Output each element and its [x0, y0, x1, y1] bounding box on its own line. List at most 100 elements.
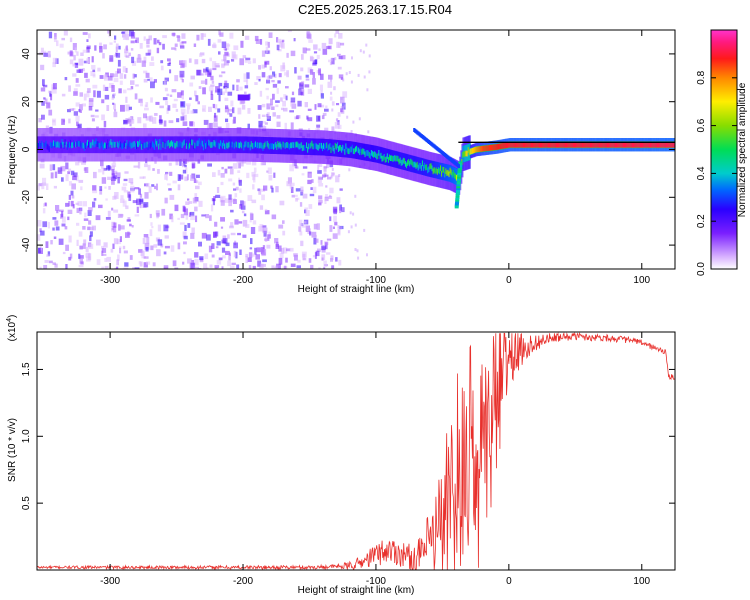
noise-speckle	[205, 67, 209, 72]
noise-speckle	[319, 84, 323, 91]
noise-speckle	[331, 126, 335, 132]
noise-speckle	[323, 260, 327, 268]
noise-speckle	[37, 185, 40, 191]
noise-speckle	[159, 105, 164, 109]
noise-speckle	[65, 202, 70, 207]
noise-speckle	[61, 37, 65, 41]
noise-speckle	[85, 78, 90, 83]
noise-speckle	[62, 251, 66, 255]
y-tick-label: 1.5	[21, 362, 32, 376]
noise-speckle	[323, 267, 326, 269]
noise-speckle	[312, 255, 315, 258]
noise-speckle	[256, 76, 261, 81]
noise-speckle	[94, 115, 99, 118]
noise-speckle	[163, 265, 169, 269]
noise-speckle	[51, 87, 57, 94]
noise-speckle	[194, 193, 198, 198]
noise-speckle	[159, 115, 162, 121]
x-tick-label: -200	[233, 275, 253, 286]
noise-speckle	[115, 52, 121, 58]
noise-speckle	[350, 130, 353, 133]
noise-speckle	[278, 224, 284, 229]
bottom-panel: -300 -200 -100 0 100 0.5 1.0 1.5 Height of str…	[6, 315, 676, 596]
noise-speckle	[224, 80, 228, 87]
noise-speckle	[131, 56, 135, 64]
noise-speckle	[260, 39, 263, 45]
ridge-core	[124, 141, 127, 147]
ridge-core	[183, 139, 186, 146]
noise-speckle	[180, 45, 185, 49]
noise-speckle	[337, 112, 341, 117]
noise-speckle	[68, 85, 71, 92]
noise-speckle	[102, 167, 105, 175]
noise-speckle	[164, 87, 168, 92]
noise-speckle	[238, 180, 242, 183]
noise-speckle	[168, 162, 172, 166]
noise-speckle	[61, 223, 66, 227]
ridge-tail	[455, 197, 460, 201]
noise-speckle	[143, 70, 148, 74]
noise-speckle	[287, 30, 292, 33]
noise-speckle	[63, 30, 68, 36]
noise-speckle	[179, 42, 184, 47]
noise-speckle	[112, 93, 116, 96]
noise-speckle	[228, 178, 233, 182]
noise-speckle	[113, 238, 119, 245]
ridge-core	[526, 141, 529, 148]
noise-speckle	[276, 241, 279, 247]
noise-speckle	[230, 209, 234, 213]
noise-speckle	[37, 220, 42, 227]
noise-speckle	[261, 225, 267, 228]
noise-speckle	[255, 39, 261, 44]
noise-speckle	[302, 47, 307, 54]
noise-speckle	[72, 73, 77, 77]
noise-speckle	[95, 215, 101, 221]
noise-speckle	[111, 173, 116, 178]
y-tick-label: 1.0	[21, 429, 32, 443]
noise-speckle	[293, 38, 296, 42]
noise-speckle	[141, 60, 146, 67]
noise-speckle	[88, 33, 91, 39]
noise-speckle	[254, 82, 258, 85]
noise-speckle	[321, 257, 324, 261]
noise-speckle	[236, 79, 240, 83]
noise-speckle	[129, 255, 133, 260]
noise-speckle	[171, 89, 177, 93]
noise-speckle	[194, 266, 199, 269]
noise-speckle	[82, 226, 86, 230]
noise-speckle	[111, 96, 114, 100]
noise-speckle	[128, 178, 134, 183]
noise-speckle	[298, 226, 302, 232]
noise-speckle	[43, 265, 48, 269]
noise-speckle	[122, 245, 126, 250]
noise-speckle	[331, 101, 335, 106]
noise-speckle	[240, 200, 244, 206]
noise-speckle	[209, 57, 212, 62]
noise-speckle	[286, 181, 291, 187]
noise-speckle	[318, 199, 323, 204]
noise-speckle	[194, 252, 199, 258]
noise-speckle	[210, 84, 215, 87]
noise-speckle	[234, 219, 239, 225]
noise-speckle	[107, 30, 110, 34]
noise-speckle	[106, 105, 110, 111]
noise-speckle	[212, 103, 215, 109]
noise-speckle	[342, 78, 345, 82]
noise-speckle	[297, 259, 301, 263]
noise-speckle	[116, 266, 119, 269]
noise-speckle	[113, 103, 116, 110]
noise-speckle	[232, 54, 238, 60]
noise-speckle	[194, 258, 199, 266]
noise-speckle	[145, 52, 151, 56]
noise-speckle	[315, 250, 320, 257]
noise-speckle	[181, 41, 187, 44]
ridge-tail	[457, 167, 462, 171]
ridge-core	[132, 141, 135, 148]
noise-speckle	[136, 206, 139, 213]
noise-speckle	[179, 70, 185, 78]
noise-speckle	[305, 78, 310, 81]
noise-speckle	[164, 197, 168, 204]
noise-speckle	[167, 105, 171, 111]
noise-speckle	[299, 202, 303, 207]
noise-speckle	[224, 97, 229, 101]
